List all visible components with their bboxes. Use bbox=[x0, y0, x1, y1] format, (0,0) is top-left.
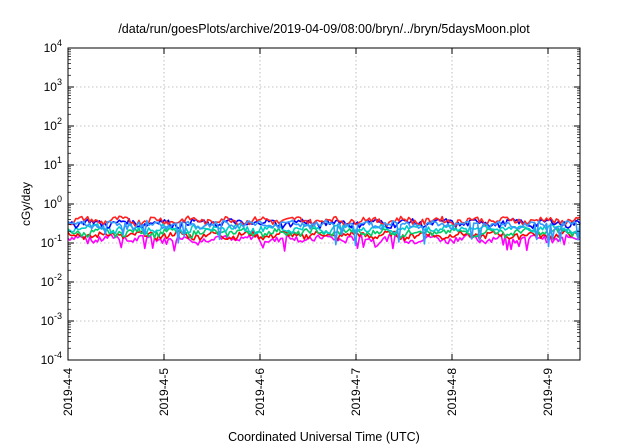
y-axis: 10-4 10-3 10-2 10-1 100 101 102 103 104 bbox=[41, 38, 580, 367]
x-tick-label: 2019-4-9 bbox=[541, 368, 555, 416]
y-tick-label: 103 bbox=[44, 77, 62, 94]
x-tick-label: 2019-4-6 bbox=[253, 368, 267, 416]
series-line bbox=[67, 223, 581, 235]
series-line bbox=[67, 219, 581, 248]
y-tick-label: 10-3 bbox=[41, 311, 62, 328]
series-line bbox=[67, 227, 581, 239]
x-tick-label: 2019-4-7 bbox=[349, 368, 363, 416]
y-tick-label: 104 bbox=[44, 38, 62, 55]
y-tick-label: 100 bbox=[44, 194, 62, 211]
x-tick-label: 2019-4-5 bbox=[157, 368, 171, 416]
y-tick-label: 102 bbox=[44, 116, 62, 133]
x-axis: 2019-4-4 2019-4-5 2019-4-6 2019-4-7 2019-4-8… bbox=[61, 48, 555, 416]
y-tick-label: 101 bbox=[44, 155, 62, 172]
x-tick-label: 2019-4-8 bbox=[445, 368, 459, 416]
x-tick-label: 2019-4-4 bbox=[61, 368, 75, 416]
y-axis-label: cGy/day bbox=[19, 182, 33, 226]
grid bbox=[68, 48, 580, 360]
y-tick-label: 10-1 bbox=[41, 233, 62, 250]
series-group bbox=[67, 215, 581, 252]
x-axis-label: Coordinated Universal Time (UTC) bbox=[228, 430, 420, 444]
chart-title: /data/run/goesPlots/archive/2019-04-09/0… bbox=[118, 22, 530, 36]
y-tick-label: 10-4 bbox=[41, 350, 62, 367]
y-tick-label: 10-2 bbox=[41, 272, 62, 289]
